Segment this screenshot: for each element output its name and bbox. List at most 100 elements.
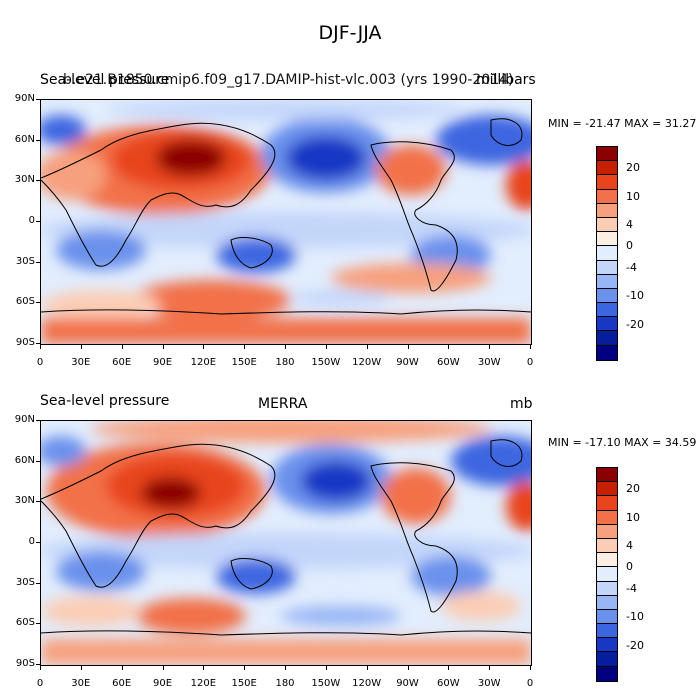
- lon-label: 0: [36, 678, 44, 689]
- lat-label: 30S: [15, 255, 35, 267]
- panel-top-center-label: b.e21.B1850.cmip6.f09_g17.DAMIP-hist-vlc…: [63, 72, 514, 88]
- colorbar-segment: [597, 203, 617, 218]
- colorbar-label: -10: [626, 289, 644, 303]
- colorbar-segment: [597, 232, 617, 247]
- lat-tick: [36, 582, 40, 584]
- colorbar-label: 4: [626, 539, 633, 553]
- sea-level-pressure-map-merra: [41, 421, 531, 665]
- lon-tick: [121, 666, 123, 670]
- lon-tick: [366, 345, 368, 349]
- panel-top-left-label: Sea-level pressure: [40, 72, 170, 88]
- lon-tick: [366, 666, 368, 670]
- lon-tick: [80, 666, 82, 670]
- colorbar-segment: [597, 260, 617, 275]
- lon-label: 150W: [311, 357, 341, 368]
- colorbar-segment: [597, 147, 617, 162]
- lon-label: 60W: [437, 357, 460, 368]
- lon-label: 30E: [71, 357, 91, 368]
- panel-bottom-map: [40, 420, 532, 666]
- lat-tick: [36, 623, 40, 625]
- lon-tick: [325, 345, 327, 349]
- colorbar-segment: [597, 246, 617, 261]
- colorbar-segment: [597, 274, 617, 289]
- colorbar-label: 20: [626, 161, 640, 175]
- colorbar-top: [596, 146, 618, 361]
- lat-label: 60N: [14, 454, 35, 466]
- colorbar-label: 10: [626, 510, 640, 524]
- panel-bottom-center-label: MERRA: [258, 396, 308, 412]
- lon-label: 30E: [71, 678, 91, 689]
- colorbar-label: -4: [626, 260, 637, 274]
- lat-tick: [36, 139, 40, 141]
- lon-tick: [530, 345, 531, 349]
- colorbar-label: 20: [626, 482, 640, 496]
- lon-label: 90W: [396, 357, 419, 368]
- lon-label: 0: [526, 357, 534, 368]
- lon-label: 150E: [231, 357, 257, 368]
- colorbar-label: 10: [626, 189, 640, 203]
- lon-label: 30W: [477, 357, 501, 368]
- colorbar-label: -20: [626, 317, 644, 331]
- lon-tick: [40, 345, 41, 349]
- panel-bottom-minmax: MIN = -17.10 MAX = 34.59: [548, 436, 697, 449]
- colorbar-segment: [597, 482, 617, 497]
- colorbar-segment: [597, 288, 617, 304]
- colorbar-segment: [597, 303, 617, 318]
- colorbar-segment: [597, 638, 617, 653]
- lon-tick: [325, 666, 327, 670]
- colorbar-segment: [597, 217, 617, 233]
- colorbar-label: 4: [626, 218, 633, 232]
- colorbar-segment: [597, 331, 617, 346]
- lat-label: 90N: [14, 414, 35, 425]
- lon-tick: [244, 666, 246, 670]
- colorbar-segment: [597, 581, 617, 596]
- colorbar-segment: [597, 468, 617, 483]
- lon-label: 150E: [231, 678, 257, 689]
- lat-tick: [36, 420, 40, 421]
- colorbar-segment: [597, 175, 617, 190]
- lat-label: 30N: [14, 174, 35, 186]
- lon-tick: [530, 666, 531, 670]
- lon-label: 0: [526, 678, 534, 689]
- lat-label: 90S: [15, 337, 35, 348]
- colorbar-label: -10: [626, 610, 644, 624]
- lat-label: 0: [28, 215, 35, 226]
- lon-tick: [489, 666, 491, 670]
- colorbar-segment: [597, 161, 617, 176]
- lon-label: 90W: [396, 678, 419, 689]
- colorbar-segment: [597, 496, 617, 511]
- lon-tick: [244, 345, 246, 349]
- panel-top-minmax: MIN = -21.47 MAX = 31.27: [548, 117, 697, 130]
- lon-label: 60W: [437, 678, 460, 689]
- colorbar-segment: [597, 595, 617, 610]
- lat-tick: [36, 664, 40, 665]
- lon-tick: [162, 345, 164, 349]
- colorbar-segment: [597, 567, 617, 582]
- lat-tick: [36, 343, 40, 344]
- colorbar-segment: [597, 317, 617, 332]
- lon-label: 150W: [311, 678, 341, 689]
- colorbar-segment: [597, 538, 617, 554]
- colorbar-label: 0: [626, 239, 633, 253]
- panel-top-right-label: millibars: [476, 72, 536, 88]
- lat-label: 30N: [14, 495, 35, 507]
- lon-tick: [203, 666, 205, 670]
- lon-label: 90E: [152, 678, 173, 689]
- lat-tick: [36, 501, 40, 503]
- lat-tick: [36, 180, 40, 182]
- lon-label: 120E: [190, 357, 217, 368]
- lon-tick: [40, 666, 41, 670]
- lat-label: 60S: [15, 296, 35, 308]
- colorbar-label: 0: [626, 560, 633, 574]
- lon-label: 0: [36, 357, 44, 368]
- lon-tick: [489, 345, 491, 349]
- lon-label: 120W: [352, 357, 382, 368]
- panel-bottom-left-label: Sea-level pressure: [40, 393, 170, 409]
- panel-top-map: [40, 99, 532, 345]
- colorbar-label: -20: [626, 638, 644, 652]
- lon-label: 180: [275, 357, 295, 368]
- lat-label: 60S: [15, 617, 35, 629]
- lon-tick: [448, 666, 450, 670]
- lon-tick: [80, 345, 82, 349]
- lon-label: 30W: [477, 678, 501, 689]
